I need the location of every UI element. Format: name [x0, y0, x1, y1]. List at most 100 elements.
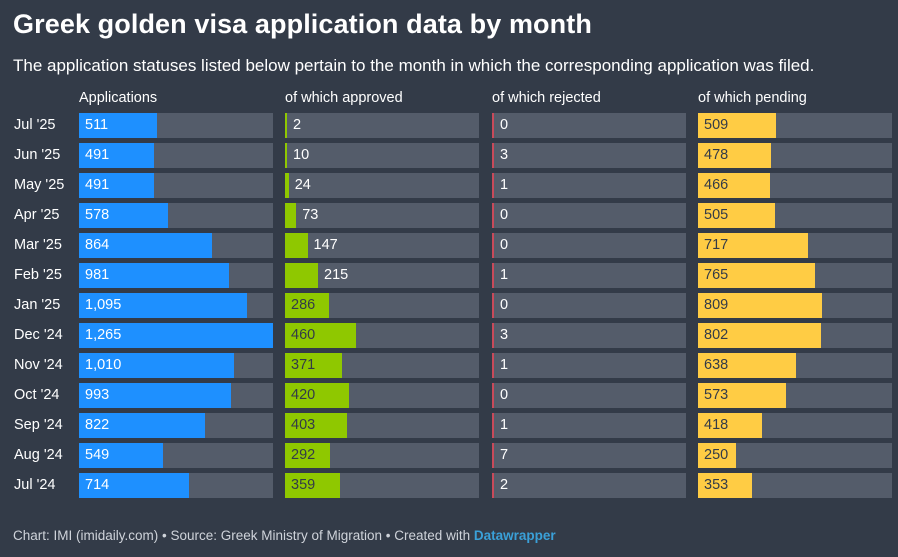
bar-of-which-pending — [698, 443, 737, 468]
row-label: Nov '24 — [14, 357, 63, 373]
bar-track: 1 — [492, 263, 686, 288]
bar-of-which-rejected — [492, 383, 494, 408]
bar-value-label: 460 — [291, 327, 316, 343]
bar-of-which-rejected — [492, 443, 494, 468]
bar-track: 0 — [492, 203, 686, 228]
bar-of-which-rejected — [492, 263, 494, 288]
row-label: Dec '24 — [14, 327, 63, 343]
bar-value-label: 3 — [500, 327, 509, 343]
bar-track: 765 — [698, 263, 892, 288]
row-label: May '25 — [14, 177, 65, 193]
bar-track: 1 — [492, 353, 686, 378]
bar-value-label: 147 — [313, 237, 338, 253]
bar-of-which-pending — [698, 473, 753, 498]
bar-value-label: 1,010 — [85, 357, 122, 373]
row-label: Oct '24 — [14, 387, 60, 403]
bar-track: 491 — [79, 173, 273, 198]
bar-track: 822 — [79, 413, 273, 438]
bar-track: 460 — [285, 323, 479, 348]
bar-value-label: 1 — [500, 417, 509, 433]
bar-value-label: 7 — [500, 447, 509, 463]
bar-track: 717 — [698, 233, 892, 258]
bar-track: 403 — [285, 413, 479, 438]
bar-track: 993 — [79, 383, 273, 408]
bar-of-which-approved — [285, 443, 330, 468]
bar-of-which-rejected — [492, 173, 494, 198]
bar-value-label: 509 — [704, 117, 729, 133]
bar-track: 250 — [698, 443, 892, 468]
bar-track: 1,095 — [79, 293, 273, 318]
column-header-of-which-approved: of which approved — [285, 90, 403, 106]
bar-value-label: 1 — [500, 357, 509, 373]
bar-of-which-approved — [285, 233, 308, 258]
bar-value-label: 2 — [500, 477, 509, 493]
bar-value-label: 717 — [704, 237, 729, 253]
column-header-applications: Applications — [79, 90, 158, 106]
bar-track: 638 — [698, 353, 892, 378]
chart-footer: Chart: IMI (imidaily.com) • Source: Gree… — [13, 528, 556, 543]
bar-track: 286 — [285, 293, 479, 318]
bar-value-label: 0 — [500, 237, 509, 253]
bar-value-label: 3 — [500, 147, 509, 163]
bar-of-which-rejected — [492, 143, 494, 168]
chart-subtitle: The application statuses listed below pe… — [13, 56, 815, 75]
bar-track: 147 — [285, 233, 479, 258]
bar-value-label: 578 — [85, 207, 110, 223]
bar-applications — [79, 353, 234, 378]
bar-track: 573 — [698, 383, 892, 408]
bar-value-label: 802 — [704, 327, 729, 343]
bar-of-which-approved — [285, 383, 350, 408]
bar-of-which-pending — [698, 263, 816, 288]
bar-value-label: 292 — [291, 447, 316, 463]
row-label: Jun '25 — [14, 147, 61, 163]
bar-track: 466 — [698, 173, 892, 198]
bar-of-which-rejected — [492, 203, 494, 228]
row-label: Feb '25 — [14, 267, 62, 283]
bar-track: 864 — [79, 233, 273, 258]
bar-of-which-pending — [698, 323, 821, 348]
bar-track: 0 — [492, 383, 686, 408]
bar-value-label: 0 — [500, 207, 509, 223]
bar-value-label: 1 — [500, 267, 509, 283]
bar-track: 505 — [698, 203, 892, 228]
bar-applications — [79, 443, 164, 468]
bar-of-which-rejected — [492, 413, 494, 438]
bar-track: 371 — [285, 353, 479, 378]
column-header-of-which-pending: of which pending — [698, 90, 807, 106]
bar-value-label: 2 — [293, 117, 302, 133]
bar-applications — [79, 263, 230, 288]
bar-value-label: 286 — [291, 297, 316, 313]
bar-of-which-approved — [285, 413, 347, 438]
bar-track: 1,010 — [79, 353, 273, 378]
bar-track: 1 — [492, 413, 686, 438]
bar-of-which-approved — [285, 353, 342, 378]
bar-of-which-approved — [285, 113, 287, 138]
bar-track: 809 — [698, 293, 892, 318]
bar-value-label: 24 — [294, 177, 311, 193]
bar-value-label: 638 — [704, 357, 729, 373]
bar-of-which-rejected — [492, 353, 494, 378]
bar-value-label: 0 — [500, 297, 509, 313]
bar-track: 981 — [79, 263, 273, 288]
datawrapper-link[interactable]: Datawrapper — [473, 528, 556, 543]
bar-track: 2 — [492, 473, 686, 498]
bar-applications — [79, 113, 158, 138]
chart-title: Greek golden visa application data by mo… — [13, 9, 592, 39]
bar-value-label: 0 — [500, 117, 509, 133]
bar-value-label: 73 — [302, 207, 319, 223]
bar-applications — [79, 173, 155, 198]
bar-value-label: 981 — [85, 267, 110, 283]
bar-value-label: 1 — [500, 177, 509, 193]
bar-value-label: 491 — [85, 177, 110, 193]
bar-of-which-pending — [698, 353, 796, 378]
bar-track: 3 — [492, 143, 686, 168]
bar-track: 353 — [698, 473, 892, 498]
row-label: Jul '24 — [14, 477, 56, 493]
bar-of-which-pending — [698, 233, 808, 258]
column-header-of-which-rejected: of which rejected — [492, 90, 601, 106]
bar-value-label: 765 — [704, 267, 729, 283]
bar-value-label: 403 — [291, 417, 316, 433]
bar-track: 10 — [285, 143, 479, 168]
bar-of-which-approved — [285, 323, 356, 348]
bar-track: 511 — [79, 113, 273, 138]
